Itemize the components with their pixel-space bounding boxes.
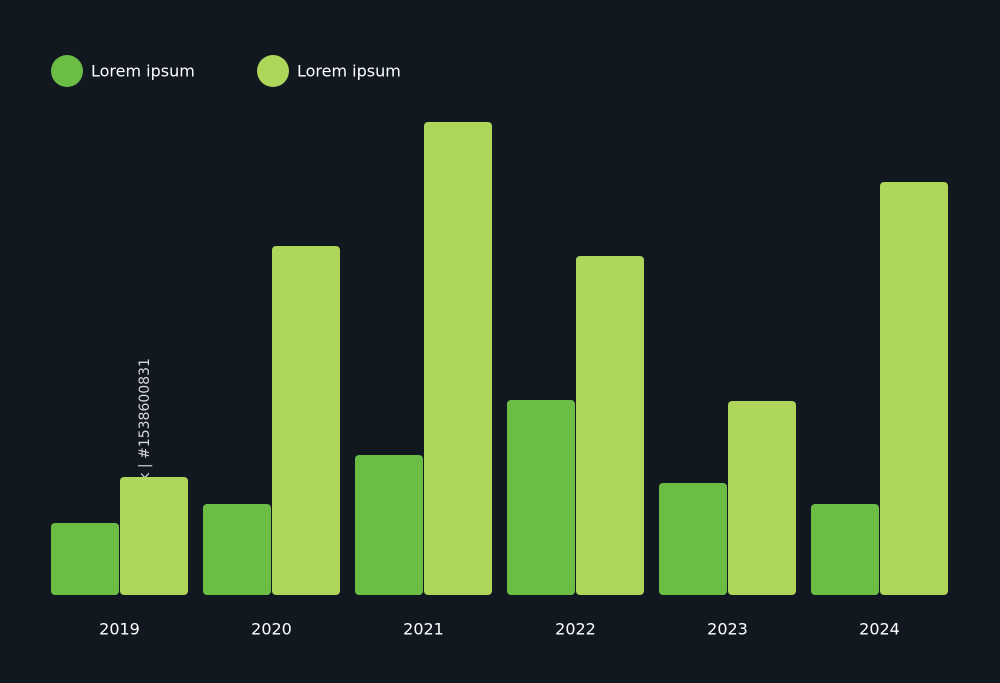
legend-swatch bbox=[257, 55, 289, 87]
bar bbox=[728, 401, 796, 595]
bar bbox=[203, 504, 271, 595]
x-tick-label: 2020 bbox=[251, 620, 292, 639]
bar bbox=[576, 256, 644, 595]
legend-label: Lorem ipsum bbox=[297, 62, 401, 81]
bar bbox=[51, 523, 119, 595]
bar bbox=[120, 477, 188, 595]
x-tick-label: 2022 bbox=[555, 620, 596, 639]
x-tick-label: 2024 bbox=[859, 620, 900, 639]
x-tick-label: 2019 bbox=[99, 620, 140, 639]
bar bbox=[507, 400, 575, 595]
bar bbox=[811, 504, 879, 595]
bar bbox=[424, 122, 492, 595]
bar bbox=[880, 182, 948, 595]
x-tick-label: 2023 bbox=[707, 620, 748, 639]
legend-label: Lorem ipsum bbox=[91, 62, 195, 81]
bar bbox=[659, 483, 727, 595]
legend-swatch bbox=[51, 55, 83, 87]
x-tick-label: 2021 bbox=[403, 620, 444, 639]
bar bbox=[355, 455, 423, 595]
bar bbox=[272, 246, 340, 595]
